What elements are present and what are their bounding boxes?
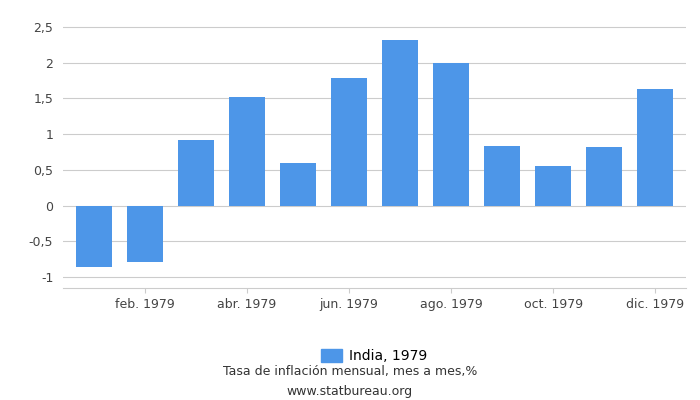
Legend: India, 1979: India, 1979 bbox=[316, 344, 433, 369]
Bar bbox=[127, 206, 162, 262]
Bar bbox=[229, 97, 265, 206]
Bar bbox=[76, 206, 111, 266]
Bar bbox=[587, 147, 622, 206]
Bar bbox=[638, 89, 673, 206]
Text: Tasa de inflación mensual, mes a mes,%: Tasa de inflación mensual, mes a mes,% bbox=[223, 366, 477, 378]
Bar bbox=[280, 163, 316, 206]
Bar bbox=[433, 62, 469, 206]
Bar bbox=[331, 78, 367, 206]
Bar bbox=[178, 140, 214, 206]
Bar bbox=[536, 166, 571, 206]
Bar bbox=[484, 146, 520, 206]
Bar bbox=[382, 40, 418, 206]
Text: www.statbureau.org: www.statbureau.org bbox=[287, 386, 413, 398]
